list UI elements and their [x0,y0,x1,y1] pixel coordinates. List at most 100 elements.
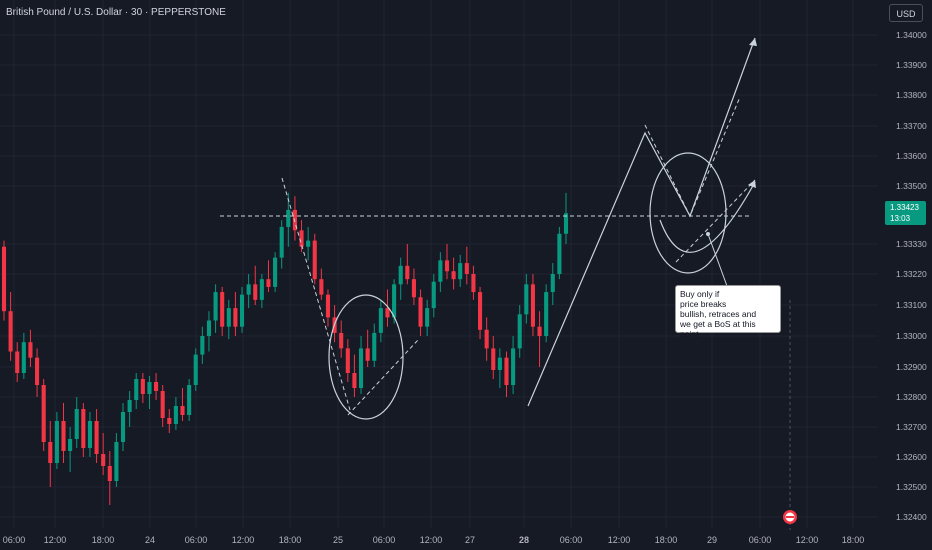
candle[interactable] [187,379,192,421]
candle[interactable] [173,397,178,430]
candle[interactable] [140,373,145,403]
candle[interactable] [438,252,443,293]
candle[interactable] [345,339,350,382]
price-axis[interactable]: 1.34000 1.33900 1.33800 1.33700 1.33600 1.335… [896,30,927,522]
candle[interactable] [372,323,377,367]
candle[interactable] [101,433,106,475]
candle[interactable] [259,274,264,309]
candle[interactable] [8,292,13,361]
candle[interactable] [524,274,529,324]
candle[interactable] [458,254,463,287]
candle[interactable] [378,299,383,343]
candle[interactable] [292,196,297,241]
low-circle[interactable] [328,294,404,420]
candle[interactable] [120,403,126,451]
candle[interactable] [517,305,522,358]
candle[interactable] [61,403,66,463]
projected-path[interactable] [527,37,756,407]
candle[interactable] [147,376,152,409]
dashed-projection-2[interactable] [675,179,756,263]
candle[interactable] [385,289,390,327]
candle[interactable] [306,226,311,261]
candle[interactable] [358,336,364,394]
candle[interactable] [464,246,469,285]
candle[interactable] [550,263,555,305]
dashed-projection[interactable] [644,96,741,218]
candle[interactable] [425,299,430,336]
currency-button[interactable]: USD [889,4,923,22]
candle[interactable] [497,348,502,388]
candle[interactable] [398,257,403,300]
candle[interactable] [1,240,7,321]
chart-drawings[interactable] [220,37,791,530]
alert-icon[interactable] [783,510,797,524]
candle[interactable] [365,329,370,367]
candle[interactable] [286,192,291,247]
candle[interactable] [180,388,185,421]
candle[interactable] [411,268,416,305]
candle[interactable] [213,284,218,333]
candle[interactable] [160,385,165,427]
candle[interactable] [557,226,562,280]
candle[interactable] [325,289,331,327]
candle[interactable] [537,311,542,367]
candle[interactable] [220,286,225,336]
candle[interactable] [206,311,212,352]
candle[interactable] [94,409,99,463]
candle[interactable] [226,299,231,340]
candle[interactable] [167,409,172,433]
candle[interactable] [544,284,549,343]
candle[interactable] [87,412,93,457]
candle[interactable] [530,274,535,336]
candle[interactable] [451,257,456,290]
candle[interactable] [74,397,79,448]
candle[interactable] [319,268,324,300]
candle[interactable] [81,403,86,457]
candle[interactable] [471,265,476,300]
symbol-title[interactable]: British Pound / U.S. Dollar · 30 · PEPPE… [6,7,226,18]
candle-series[interactable] [1,192,569,505]
candle[interactable] [233,292,238,336]
candle[interactable] [134,373,139,409]
candle[interactable] [154,373,159,400]
candle[interactable] [511,336,516,394]
candle[interactable] [28,329,33,367]
candle[interactable] [405,244,410,285]
candle[interactable] [41,379,46,451]
dashed-trend-down[interactable] [281,177,351,411]
candle[interactable] [431,274,436,318]
candle[interactable] [253,265,258,305]
candle[interactable] [15,342,20,382]
candle[interactable] [273,252,278,293]
candle[interactable] [114,433,119,487]
candle[interactable] [239,286,245,333]
candle[interactable] [246,274,251,309]
dashed-trend-up[interactable] [347,339,419,416]
candle[interactable] [352,354,357,397]
candle[interactable] [484,317,489,361]
retracement-arc[interactable] [659,181,756,253]
candle[interactable] [339,320,344,358]
candle[interactable] [279,220,284,269]
candle[interactable] [418,289,423,337]
candle[interactable] [48,421,53,487]
candle[interactable] [491,336,496,379]
candle[interactable] [477,286,483,340]
candle[interactable] [127,391,132,427]
candle[interactable] [193,348,198,391]
candle[interactable] [563,192,569,244]
target-circle[interactable] [649,152,727,274]
annotation-note[interactable]: Buy only if price breaks bullish, retrac… [675,285,781,339]
candle[interactable] [299,220,304,253]
time-axis[interactable]: 06:00 12:00 18:00 24 06:00 12:00 18:00 25 06:00 1… [3,535,865,545]
candle[interactable] [200,326,205,364]
candle[interactable] [54,412,59,469]
candle[interactable] [35,348,40,397]
candle[interactable] [107,451,112,505]
candle[interactable] [312,233,317,285]
candle[interactable] [444,244,450,280]
candle[interactable] [504,351,509,398]
candle[interactable] [266,260,271,293]
candle[interactable] [21,332,26,379]
